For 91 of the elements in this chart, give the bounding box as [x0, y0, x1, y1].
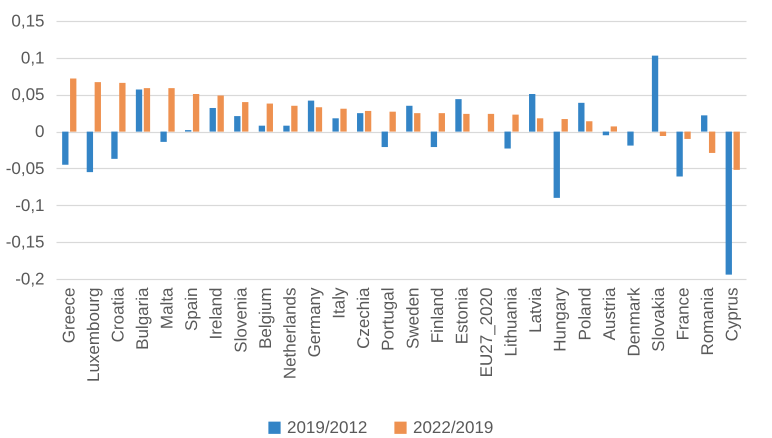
bar [660, 132, 666, 136]
bar [283, 126, 290, 132]
bar [94, 82, 101, 132]
bar [529, 94, 536, 132]
x-tick-label: Netherlands [280, 288, 300, 380]
x-tick-label: Croatia [108, 286, 128, 342]
x-tick-label: Latvia [526, 286, 546, 333]
x-tick-label: Slovakia [649, 286, 668, 352]
bar [488, 114, 494, 132]
x-tick-label: Luxembourg [84, 288, 103, 382]
x-tick-label: Portugal [378, 288, 398, 351]
bar [316, 107, 322, 132]
bar [708, 132, 716, 153]
bar [734, 132, 740, 170]
x-tick-label: Greece [59, 288, 78, 344]
bar [168, 88, 175, 132]
y-tick-label: -0,15 [6, 232, 44, 252]
bar [242, 102, 248, 132]
bar [726, 132, 732, 275]
bar [586, 121, 592, 132]
bar [332, 118, 339, 132]
x-tick-label: Spain [182, 288, 202, 331]
bar [627, 132, 634, 146]
bar [136, 90, 142, 132]
bar [610, 126, 617, 132]
y-tick-label: -0,05 [6, 158, 44, 178]
bar [340, 108, 347, 132]
x-tick-label: Austria [600, 286, 619, 340]
bar [438, 113, 445, 132]
bar [406, 106, 412, 132]
bar [308, 100, 314, 132]
bar [512, 114, 519, 132]
x-tick-label: Slovenia [231, 286, 250, 353]
bar [210, 108, 216, 132]
bar [62, 132, 68, 165]
bar [463, 114, 470, 132]
bar [684, 132, 691, 139]
bar [258, 126, 266, 132]
y-tick-label: 0,15 [11, 12, 44, 30]
bar [266, 104, 273, 132]
bar [234, 116, 240, 132]
bar [192, 94, 200, 132]
x-tick-label: Czechia [354, 286, 374, 349]
x-tick-label: Estonia [452, 286, 472, 344]
x-tick-label: Germany [304, 287, 324, 358]
bar [504, 132, 511, 149]
x-tick-label: Italy [330, 287, 349, 319]
bar [382, 132, 388, 148]
bar [357, 113, 364, 132]
bar [602, 132, 610, 136]
y-tick-label: 0,1 [20, 48, 44, 68]
bar [364, 110, 372, 132]
legend-label: 2022/2019 [413, 418, 494, 437]
bar [536, 118, 544, 132]
x-tick-label: Sweden [403, 288, 422, 349]
bar [652, 56, 658, 132]
bar [390, 112, 396, 132]
x-tick-label: Bulgaria [132, 286, 152, 350]
bar [430, 132, 438, 148]
bar [217, 95, 224, 132]
bar [701, 115, 708, 132]
legend-label: 2019/2012 [287, 418, 368, 437]
bar [562, 119, 568, 132]
x-tick-label: Malta [158, 286, 177, 330]
bar [70, 78, 76, 132]
bar [86, 132, 94, 172]
bar [119, 82, 126, 132]
bar [554, 132, 560, 198]
x-tick-label: Poland [575, 288, 594, 340]
x-tick-label: Romania [698, 286, 718, 356]
y-tick-label: 0 [35, 122, 44, 142]
x-tick-label: France [674, 288, 693, 340]
x-tick-label: Finland [428, 288, 447, 344]
x-tick-label: Belgium [256, 288, 275, 349]
bar [578, 102, 585, 132]
x-tick-label: Cyprus [722, 288, 742, 342]
y-tick-label: -0,1 [15, 196, 44, 215]
x-tick-label: Denmark [624, 287, 644, 356]
x-tick-label: Ireland [206, 288, 226, 340]
bar [455, 99, 462, 132]
y-tick-label: -0,2 [15, 270, 44, 288]
x-tick-label: Hungary [550, 287, 570, 352]
bar [111, 132, 118, 159]
y-tick-label: 0,05 [11, 85, 44, 104]
bar [676, 132, 683, 177]
x-tick-label: EU27_2020 [477, 288, 496, 378]
bar [160, 132, 167, 142]
bar [144, 88, 150, 132]
x-tick-label: Lithuania [502, 286, 521, 357]
bar [414, 113, 420, 132]
bar [291, 106, 298, 132]
